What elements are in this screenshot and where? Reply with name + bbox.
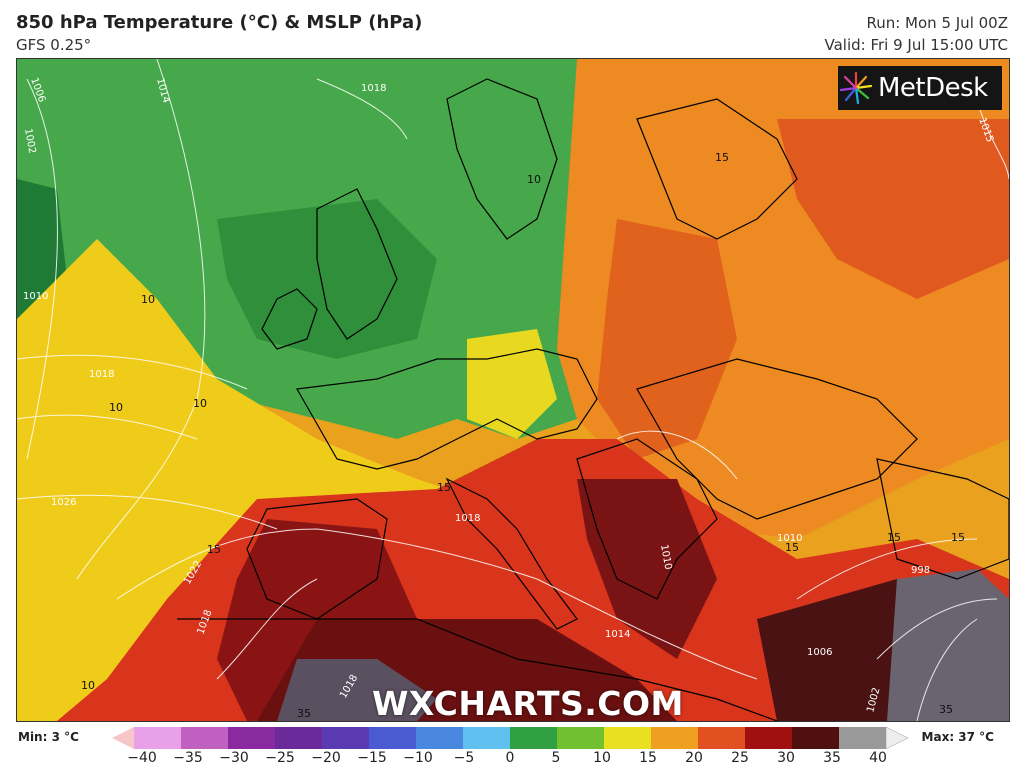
isobar-label: 1010 xyxy=(658,544,673,571)
colorbar-segment xyxy=(181,727,229,749)
colorbar-segment xyxy=(369,727,417,749)
temp-label: 10 xyxy=(527,173,541,186)
temp-label: 10 xyxy=(193,397,207,410)
temp-label: 10 xyxy=(81,679,95,692)
wxcharts-watermark: WXCHARTS.COM xyxy=(372,684,684,723)
colorbar-segments xyxy=(112,727,908,749)
temp-label: 15 xyxy=(207,543,221,556)
colorbar xyxy=(112,727,908,749)
temp-label: 10 xyxy=(109,401,123,414)
colorbar-arrow-right xyxy=(885,727,908,749)
colorbar-tick-label: 40 xyxy=(869,750,887,766)
colorbar-tick-label: −10 xyxy=(403,750,433,766)
isobar-label: 1010 xyxy=(777,533,802,544)
isobar-label: 1026 xyxy=(51,497,76,508)
colorbar-segment xyxy=(510,727,558,749)
weather-map[interactable]: 1006 1002 1014 1018 1010 1018 1026 1022 … xyxy=(16,58,1010,722)
isobar-label: 1014 xyxy=(605,629,630,640)
model-label: GFS 0.25° xyxy=(16,36,92,54)
colorbar-segment xyxy=(745,727,793,749)
metdesk-label: MetDesk xyxy=(878,73,988,103)
temperature-labels: 10 10 10 15 15 15 15 35 35 10 15 10 15 xyxy=(81,151,965,720)
isobars xyxy=(17,59,1009,721)
temp-label: 35 xyxy=(939,703,953,716)
colorbar-tick-label: −30 xyxy=(219,750,249,766)
colorbar-segment xyxy=(651,727,699,749)
legend-max: Max: 37 °C xyxy=(921,730,994,744)
colorbar-tick-label: 25 xyxy=(731,750,749,766)
hot-region-northeast xyxy=(777,119,1009,299)
temp-label: 15 xyxy=(437,481,451,494)
colorbar-segment xyxy=(322,727,370,749)
colorbar-tick-label: 0 xyxy=(505,750,515,766)
map-svg: 1006 1002 1014 1018 1010 1018 1026 1022 … xyxy=(17,59,1009,721)
metdesk-logo: MetDesk xyxy=(838,66,1002,110)
isobar-label: 1002 xyxy=(22,128,37,155)
isobar-label: 1018 xyxy=(361,83,386,94)
colorbar-segment xyxy=(275,727,323,749)
colorbar-tick-label: −15 xyxy=(357,750,387,766)
colorbar-segment xyxy=(839,727,887,749)
colorbar-tick-label: 10 xyxy=(593,750,611,766)
colorbar-tick-label: −25 xyxy=(265,750,295,766)
colorbar-segment xyxy=(416,727,464,749)
colorbar-tick-label: −20 xyxy=(311,750,341,766)
colorbar-segment xyxy=(792,727,840,749)
colorbar-tick-label: −35 xyxy=(173,750,203,766)
metdesk-burst-icon xyxy=(839,71,873,105)
coastlines xyxy=(177,78,1009,721)
colorbar-segment xyxy=(228,727,276,749)
extreme-core-west xyxy=(277,659,437,721)
isobar-label: 1018 xyxy=(455,513,480,524)
legend-min: Min: 3 °C xyxy=(18,730,79,744)
isobar-label: 1006 xyxy=(807,647,832,658)
colorbar-ticks: −40 −35 −30 −25 −20 −15 −10 −5 0 5 10 15 20 25 30 35 40 xyxy=(112,750,908,770)
valid-info: Valid: Fri 9 Jul 15:00 UTC xyxy=(824,36,1008,54)
hot-plume-central xyxy=(597,219,737,459)
colorbar-tick-label: 35 xyxy=(823,750,841,766)
mild-patch-central xyxy=(467,329,557,439)
colorbar-arrow-left xyxy=(112,727,134,749)
run-info: Run: Mon 5 Jul 00Z xyxy=(866,14,1008,32)
colorbar-tick-label: 5 xyxy=(551,750,561,766)
chart-title: 850 hPa Temperature (°C) & MSLP (hPa) xyxy=(16,12,423,33)
colorbar-tick-label: −40 xyxy=(127,750,157,766)
colorbar-segment xyxy=(557,727,605,749)
colorbar-tick-label: 30 xyxy=(777,750,795,766)
extreme-core-east xyxy=(887,569,1009,721)
isobar-label: 1010 xyxy=(23,291,48,302)
colorbar-segment xyxy=(698,727,746,749)
very-hot-balkans xyxy=(577,479,717,659)
colorbar-segment xyxy=(463,727,511,749)
colorbar-tick-label: −5 xyxy=(453,750,475,766)
temp-label: 35 xyxy=(297,707,311,720)
isobar-label: 998 xyxy=(911,565,930,576)
colorbar-tick-label: 15 xyxy=(639,750,657,766)
colorbar-segment xyxy=(604,727,652,749)
mild-band-west xyxy=(17,239,477,721)
temp-label: 15 xyxy=(715,151,729,164)
cool-core-region xyxy=(217,199,437,359)
temp-label: 15 xyxy=(951,531,965,544)
isobar-label: 1018 xyxy=(89,369,114,380)
temp-label: 10 xyxy=(141,293,155,306)
colorbar-tick-label: 20 xyxy=(685,750,703,766)
temp-label: 15 xyxy=(887,531,901,544)
colorbar-segment xyxy=(134,727,182,749)
temp-label: 15 xyxy=(785,541,799,554)
